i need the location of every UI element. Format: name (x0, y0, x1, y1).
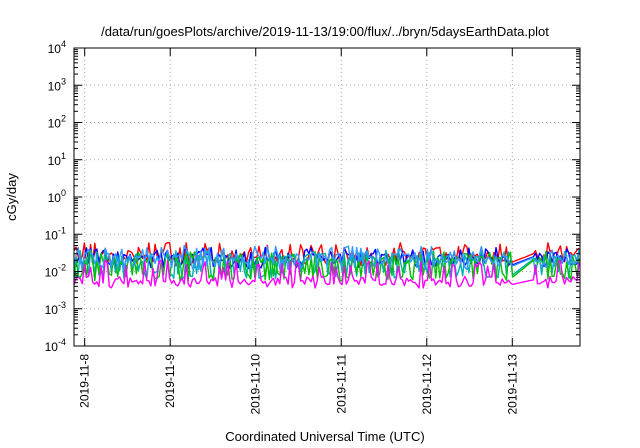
y-tick-label: 10-1 (45, 225, 66, 242)
x-axis: 2019-11-8 2019-11-9 2019-11-10 2019-11-11 20… (78, 48, 519, 415)
chart-title: /data/run/goesPlots/archive/2019-11-13/1… (101, 24, 549, 39)
y-axis-label: cGy/day (4, 173, 19, 221)
x-tick-label: 2019-11-8 (78, 354, 92, 408)
x-tick-label: 2019-11-13 (505, 354, 519, 415)
y-tick-label: 102 (48, 114, 66, 131)
series-layer (73, 241, 580, 289)
y-tick-label: 104 (48, 39, 66, 56)
y-tick-label: 100 (48, 188, 66, 205)
x-tick-label: 2019-11-9 (163, 354, 177, 408)
series-line (73, 244, 580, 271)
y-axis: 10-4 10-3 10-2 10-1 100 101 102 103 104 (45, 39, 580, 354)
y-tick-label: 10-3 (45, 300, 66, 317)
y-tick-label: 10-4 (45, 337, 66, 354)
y-tick-label: 103 (48, 76, 66, 93)
grid (74, 48, 580, 346)
series-line (73, 259, 580, 289)
x-tick-label: 2019-11-10 (249, 354, 263, 415)
y-tick-label: 10-2 (45, 263, 66, 280)
y-tick-label: 101 (48, 151, 66, 168)
x-tick-label: 2019-11-11 (334, 354, 348, 414)
x-tick-label: 2019-11-12 (420, 354, 434, 415)
x-axis-label: Coordinated Universal Time (UTC) (225, 429, 424, 444)
